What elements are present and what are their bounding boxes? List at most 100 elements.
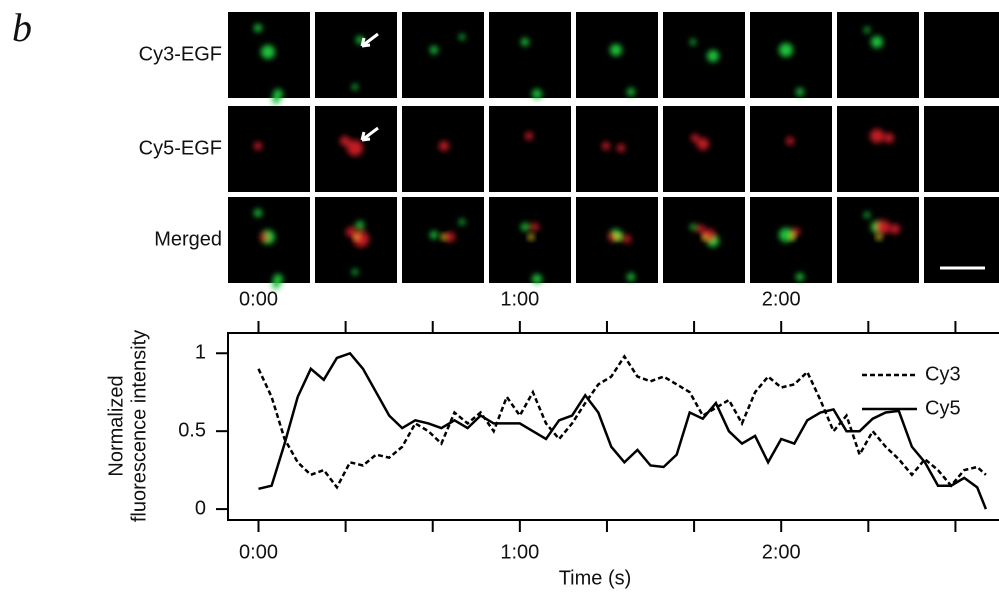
green-spot <box>690 39 696 45</box>
y-axis-label: Normalized <box>105 375 127 476</box>
green-spot <box>254 209 262 217</box>
green-spot <box>796 88 804 96</box>
green-spot <box>430 46 438 54</box>
red-spot <box>884 133 894 143</box>
top-x-tick-label: 2:00 <box>762 288 801 310</box>
x-axis-label: Time (s) <box>559 567 632 589</box>
fluorescence-spots <box>602 142 625 152</box>
red-spot <box>623 235 631 243</box>
green-spot <box>610 44 622 56</box>
green-spot <box>254 24 262 32</box>
yellow-spot <box>876 234 882 240</box>
y-tick-label: 0.5 <box>178 419 206 441</box>
x-tick-label: 0:00 <box>239 541 278 563</box>
fluorescence-spots <box>870 129 894 143</box>
red-spot <box>792 228 800 236</box>
image-tile <box>750 106 832 192</box>
image-tile <box>924 197 999 283</box>
fluorescence-spots <box>864 27 883 48</box>
red-spot <box>602 142 610 150</box>
x-tick-label: 2:00 <box>762 541 801 563</box>
green-spot <box>261 45 275 59</box>
image-tile <box>837 12 919 98</box>
fluorescence-spots <box>254 24 283 104</box>
fluorescence-spots <box>254 142 262 150</box>
yellow-spot <box>441 234 447 240</box>
red-spot <box>786 137 794 145</box>
fluorescence-spots <box>430 219 465 242</box>
image-tile <box>315 12 397 98</box>
image-tile <box>837 106 919 192</box>
green-spot <box>627 273 635 281</box>
fluorescence-spots <box>254 209 283 289</box>
image-tile <box>750 12 832 98</box>
green-spot <box>627 88 635 96</box>
fluorescence-spots <box>779 43 804 96</box>
red-spot <box>346 227 356 237</box>
fluorescence-spots <box>610 44 635 96</box>
image-tile <box>924 12 999 98</box>
red-spot <box>531 223 539 231</box>
red-spot <box>254 142 262 150</box>
image-tile <box>837 197 919 283</box>
top-x-tick-label: 1:00 <box>500 288 539 310</box>
red-spot <box>890 224 900 234</box>
green-spot <box>459 219 465 225</box>
series-line <box>258 351 988 510</box>
fluorescence-spots <box>439 141 449 151</box>
fluorescence-spots <box>691 134 709 150</box>
yellow-spot <box>528 234 534 240</box>
image-tile <box>576 106 658 192</box>
image-panels: Cy3-EGF Cy5-EGF Merged <box>139 12 999 289</box>
red-spot <box>525 132 533 140</box>
y-axis-label: fluorescence intensity <box>128 330 150 522</box>
fluorescence-spots <box>786 137 794 145</box>
red-spot <box>697 138 709 150</box>
plot-frame <box>227 332 999 521</box>
x-tick-label: 1:00 <box>500 541 539 563</box>
yellow-spot <box>615 234 621 240</box>
image-tile <box>663 12 745 98</box>
legend-label: Cy3 <box>925 363 961 385</box>
yellow-spot <box>789 234 795 240</box>
green-spot <box>272 281 280 289</box>
red-spot <box>260 233 268 241</box>
green-spot <box>690 224 696 230</box>
fluorescence-spots <box>521 223 542 284</box>
green-spot <box>532 89 542 99</box>
image-tile <box>489 197 571 283</box>
green-spot <box>352 84 358 90</box>
row-label: Cy5-EGF <box>139 137 222 159</box>
green-spot <box>864 212 870 218</box>
image-tile <box>489 106 571 192</box>
plot: 0:00 0:00 1:00 1:00 2:00 2:00 0 0.5 1 Time (s) Nor… <box>105 288 999 589</box>
fluorescence-spots <box>521 38 542 99</box>
image-tile <box>750 197 832 283</box>
image-tile <box>402 197 484 283</box>
green-spot <box>864 27 870 33</box>
series-line <box>257 354 987 490</box>
image-tile <box>924 106 999 192</box>
red-spot <box>439 141 449 151</box>
green-spot <box>779 43 793 57</box>
yellow-spot <box>354 234 360 240</box>
red-spot <box>445 232 455 242</box>
red-spot <box>340 136 350 146</box>
green-spot <box>352 269 358 275</box>
row-label: Merged <box>154 228 222 250</box>
red-spot <box>697 225 705 233</box>
panel-label: b <box>12 5 32 50</box>
red-spot <box>608 233 616 241</box>
green-spot <box>521 223 529 231</box>
red-spot <box>347 140 363 156</box>
fluorescence-spots <box>340 136 363 156</box>
image-tile <box>402 12 484 98</box>
image-tile <box>228 106 310 192</box>
green-spot <box>272 96 280 104</box>
y-tick-label: 1 <box>195 342 206 364</box>
yellow-spot <box>702 234 708 240</box>
green-spot <box>430 231 438 239</box>
image-tile <box>663 197 745 283</box>
green-spot <box>521 38 529 46</box>
